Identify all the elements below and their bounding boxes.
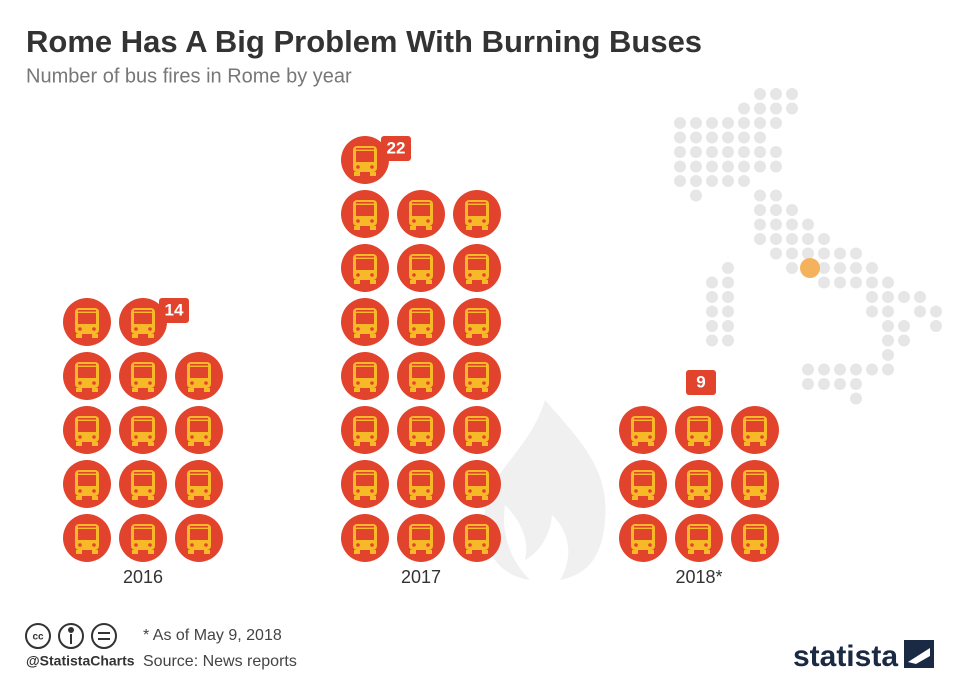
bus-icon — [63, 514, 111, 562]
bus-icon — [341, 406, 389, 454]
bus-icon — [175, 460, 223, 508]
bus-icon — [119, 298, 167, 346]
bus-icon — [175, 352, 223, 400]
bus-icon — [119, 352, 167, 400]
icon-group — [619, 406, 779, 562]
chart-title: Rome Has A Big Problem With Burning Buse… — [26, 24, 702, 59]
bus-icon — [731, 406, 779, 454]
bus-icon — [397, 460, 445, 508]
bus-icon — [341, 460, 389, 508]
value-label-box — [381, 136, 411, 161]
bus-icon — [675, 514, 723, 562]
bus-icon — [119, 460, 167, 508]
bus-icon — [63, 298, 111, 346]
bus-icon — [63, 406, 111, 454]
bus-icon — [619, 460, 667, 508]
brand: statista — [793, 640, 898, 673]
bus-icon — [453, 514, 501, 562]
bus-icon — [341, 298, 389, 346]
bus-icon — [175, 514, 223, 562]
bus-icon — [397, 406, 445, 454]
icon-group — [63, 298, 223, 562]
category-label: 2018* — [675, 567, 722, 587]
brand-logo — [904, 640, 934, 668]
bus-icon — [341, 514, 389, 562]
bus-icon — [341, 352, 389, 400]
bus-icon — [453, 460, 501, 508]
bus-icon — [619, 514, 667, 562]
credit: @StatistaCharts — [26, 653, 135, 669]
bus-icon — [453, 298, 501, 346]
source: Source: News reports — [143, 653, 297, 670]
bus-icon — [731, 460, 779, 508]
license-icons: cc — [25, 623, 117, 649]
category-label: 2017 — [401, 567, 441, 587]
bus-icon — [63, 460, 111, 508]
footnote: * As of May 9, 2018 — [143, 627, 282, 644]
flame-decoration — [484, 400, 606, 580]
location-marker — [800, 258, 820, 278]
bus-icon — [731, 514, 779, 562]
bus-icon — [675, 406, 723, 454]
category-label: 2016 — [123, 567, 163, 587]
bus-icon — [397, 244, 445, 292]
bus-icon — [341, 136, 389, 184]
value-label: 9 — [696, 372, 705, 391]
map-decoration — [674, 88, 942, 405]
bus-icon — [63, 352, 111, 400]
value-label-box — [159, 298, 189, 323]
bus-icon — [453, 244, 501, 292]
bus-icon — [119, 406, 167, 454]
bus-icon — [341, 244, 389, 292]
bus-icon — [397, 514, 445, 562]
bus-icon — [453, 190, 501, 238]
chart-subtitle: Number of bus fires in Rome by year — [26, 65, 352, 87]
bus-icon — [619, 406, 667, 454]
value-label: 14 — [165, 300, 184, 319]
bus-icon — [397, 190, 445, 238]
icon-group — [341, 136, 501, 562]
bus-icon — [397, 298, 445, 346]
value-label-box — [686, 370, 716, 395]
bus-icon — [175, 406, 223, 454]
bus-icon — [397, 352, 445, 400]
bus-icon — [675, 460, 723, 508]
value-label: 22 — [387, 138, 406, 157]
bus-icon — [453, 406, 501, 454]
bus-icon — [119, 514, 167, 562]
bus-icon — [341, 190, 389, 238]
svg-text:cc: cc — [32, 632, 44, 643]
bus-icon — [453, 352, 501, 400]
